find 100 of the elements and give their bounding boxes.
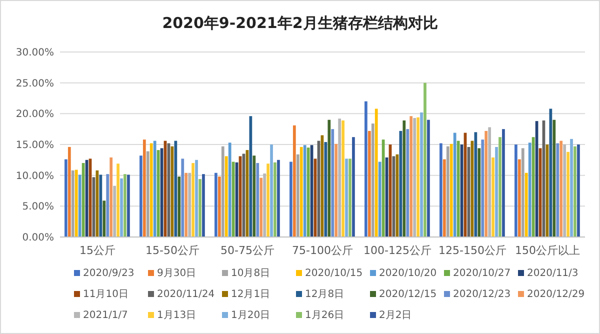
legend-label: 9月30日 [157, 268, 196, 279]
bar [518, 159, 521, 237]
bar [498, 137, 502, 237]
y-tick-label: 20.00% [16, 109, 54, 120]
bar [574, 146, 576, 237]
bar [71, 170, 74, 237]
legend-label: 2021/1/7 [83, 310, 128, 321]
bar [552, 120, 556, 237]
y-tick-label: 30.00% [16, 48, 54, 58]
bar [249, 116, 252, 237]
bar [440, 143, 442, 237]
legend-label: 1月20日 [231, 310, 270, 321]
bar [410, 116, 413, 237]
bar [402, 120, 406, 237]
bar [124, 174, 126, 237]
bar [140, 156, 142, 237]
y-tick-label: 0.00% [22, 232, 54, 244]
bar [192, 163, 194, 237]
legend-label: 2月2日 [379, 310, 412, 321]
bar [214, 172, 218, 237]
bar [290, 162, 292, 237]
bar [120, 178, 123, 237]
bar [181, 158, 184, 237]
bar [481, 140, 484, 237]
bar [442, 159, 446, 237]
bar [364, 101, 368, 237]
bar [427, 120, 430, 237]
bar [406, 129, 410, 237]
bar [334, 144, 338, 237]
bar [577, 144, 580, 237]
bar [303, 145, 306, 237]
bar [198, 179, 202, 237]
x-tick-label: 15-50公斤 [146, 244, 200, 257]
x-tick-label: 75-100公斤 [292, 244, 353, 257]
bar [528, 142, 532, 237]
bar [292, 125, 296, 237]
legend-label: 2020/9/23 [83, 268, 134, 279]
bar [116, 164, 120, 237]
bar [368, 130, 371, 237]
bar [102, 200, 106, 237]
chart-title: 2020年9-2021年2月生猪存栏结构对比 [162, 14, 438, 32]
bar [202, 174, 205, 237]
y-tick-label: 25.00% [16, 78, 54, 90]
bar [549, 108, 552, 237]
bar [521, 148, 524, 237]
bar [78, 174, 82, 237]
bar [478, 148, 481, 237]
bar [524, 172, 528, 237]
x-tick-label: 50-75公斤 [220, 244, 274, 257]
bar [153, 140, 156, 237]
legend-label: 1月13日 [157, 310, 196, 321]
bar [142, 140, 146, 237]
bar [324, 142, 328, 237]
bar [296, 154, 300, 237]
bar [378, 162, 382, 237]
bar [252, 156, 256, 237]
bar [224, 156, 228, 237]
bar [331, 129, 334, 237]
bar [64, 159, 68, 237]
bar [110, 157, 113, 237]
bar [371, 124, 374, 237]
bar [446, 146, 450, 237]
bar [74, 170, 78, 237]
bar [150, 143, 153, 237]
bar [352, 137, 355, 237]
legend-label: 12月1日 [231, 289, 270, 300]
x-tick-label: 150公斤以上 [515, 244, 580, 257]
legend-label: 1月26日 [305, 310, 344, 321]
bar [266, 164, 270, 237]
bar [374, 108, 378, 237]
bar [146, 151, 150, 237]
legend-label: 12月8日 [305, 289, 344, 300]
y-tick-label: 10.00% [16, 170, 54, 182]
bar [474, 132, 478, 237]
bar [328, 120, 331, 237]
bar [570, 138, 573, 237]
bar [348, 158, 352, 237]
bar [68, 146, 71, 237]
bar [228, 142, 232, 237]
bar [560, 140, 563, 237]
bar [99, 174, 102, 237]
bar [424, 82, 426, 237]
bar [514, 144, 518, 237]
bar [345, 158, 348, 237]
bar [195, 160, 198, 237]
legend-label: 2020/12/29 [527, 289, 585, 300]
bar [218, 176, 221, 237]
x-tick-label: 100-125公斤 [364, 244, 432, 257]
legend-label: 2020/10/27 [453, 268, 511, 279]
legend-label: 11月10日 [83, 289, 128, 300]
bar [174, 140, 178, 237]
bar [178, 176, 181, 237]
legend-label: 2020/11/3 [527, 268, 578, 279]
legend-label: 2020/11/24 [157, 289, 215, 300]
x-tick-label: 125-150公斤 [438, 244, 506, 257]
legend-label: 2020/12/23 [453, 289, 511, 300]
bar [260, 178, 263, 237]
bar [221, 146, 224, 237]
bar [566, 152, 570, 237]
bar [399, 130, 402, 237]
